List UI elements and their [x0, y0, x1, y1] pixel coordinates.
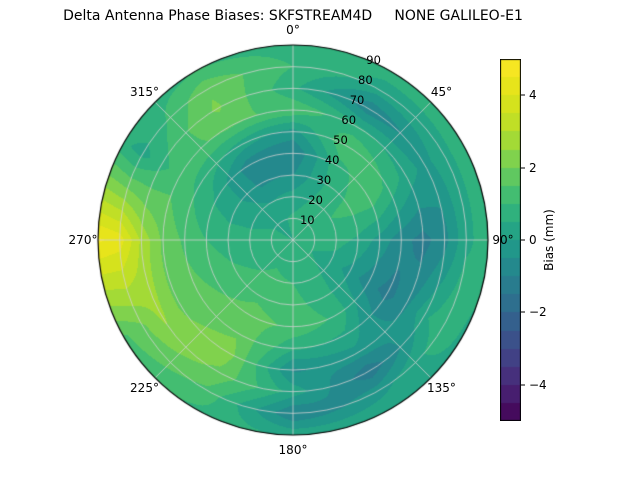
colorbar-tick-label: 0 — [529, 233, 537, 247]
colorbar-tick-mark — [521, 239, 525, 241]
radial-tick-label: 70 — [349, 92, 365, 107]
azimuth-tick-label: 0° — [286, 23, 300, 37]
colorbar — [500, 59, 521, 421]
colorbar-tick-mark — [521, 94, 525, 96]
radial-tick-label: 40 — [324, 152, 340, 167]
colorbar-tick-mark — [521, 167, 525, 169]
radial-tick-label: 60 — [341, 112, 357, 127]
azimuth-tick-label: 135° — [427, 381, 456, 396]
radial-tick-label: 90 — [366, 52, 381, 67]
radial-tick-label: 80 — [358, 72, 373, 87]
azimuth-tick-label: 225° — [130, 381, 159, 396]
azimuth-tick-label: 90° — [492, 233, 514, 247]
colorbar-tick-label: 2 — [529, 160, 537, 175]
colorbar-tick-label: −4 — [529, 377, 547, 392]
colorbar-tick-label: −2 — [529, 305, 547, 320]
radial-tick-label: 50 — [333, 132, 348, 147]
radial-tick-label: 10 — [299, 212, 315, 227]
radial-tick-label: 30 — [316, 172, 332, 187]
azimuth-tick-label: 180° — [278, 443, 308, 457]
colorbar-tick-mark — [521, 384, 525, 386]
azimuth-tick-label: 315° — [130, 84, 159, 99]
azimuth-tick-label: 45° — [430, 84, 453, 99]
colorbar-tick-mark — [521, 311, 525, 313]
colorbar-tick-label: 4 — [529, 88, 537, 103]
colorbar-axis-label: Bias (mm) — [542, 209, 556, 271]
azimuth-tick-label: 270° — [68, 233, 98, 247]
radial-tick-label: 20 — [308, 192, 323, 207]
